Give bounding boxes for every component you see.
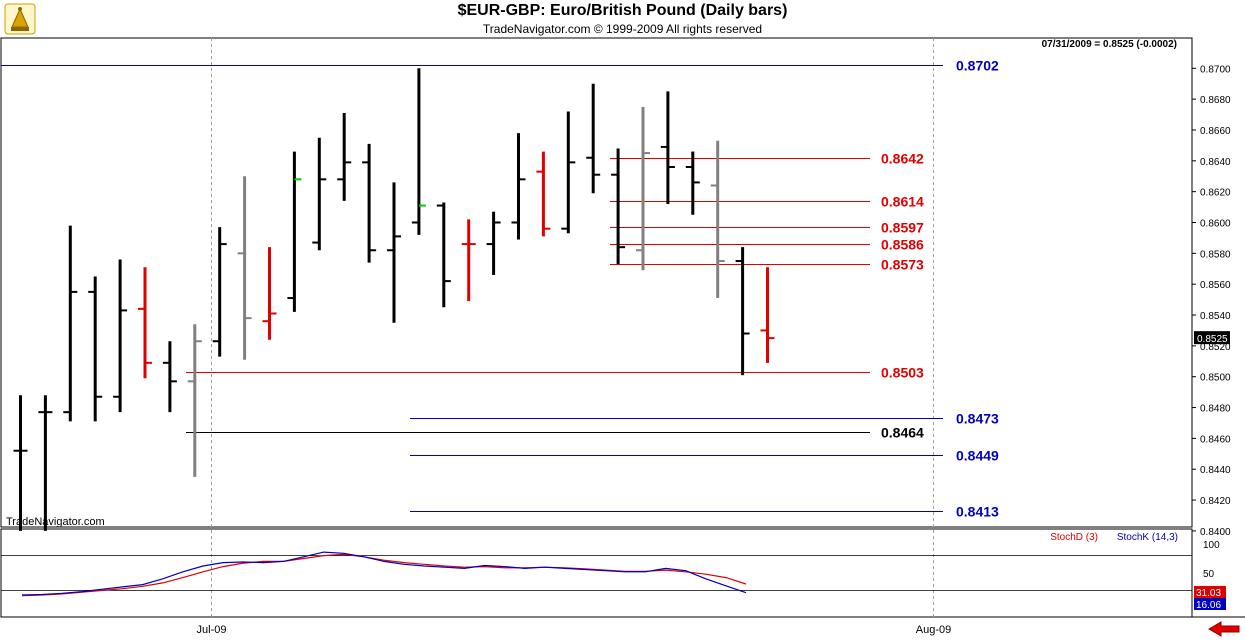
legend-stochd: StochD (3) xyxy=(1050,532,1098,543)
y-tick-label: 0.8540 xyxy=(1200,311,1231,322)
stoch-last-label: 31.03 xyxy=(1196,588,1221,599)
y-tick-label: 0.8580 xyxy=(1200,249,1231,260)
y-tick-label: 0.8700 xyxy=(1200,64,1231,75)
ohlc-bar xyxy=(660,91,675,204)
ohlc-bar xyxy=(586,83,601,194)
stoch-series-line xyxy=(21,553,747,597)
trade-navigator-logo-icon[interactable] xyxy=(4,3,36,35)
y-tick-label: 0.8660 xyxy=(1200,126,1231,137)
level-label: 0.8586 xyxy=(881,237,924,253)
ohlc-bar xyxy=(436,202,451,308)
ohlc-bar xyxy=(312,137,327,251)
ohlc-bar xyxy=(362,143,377,263)
ohlc-bar xyxy=(511,133,526,240)
level-label: 0.8464 xyxy=(881,425,924,441)
y-tick-label: 0.8640 xyxy=(1200,157,1231,168)
ohlc-bar xyxy=(212,227,227,357)
ohlc-bar xyxy=(38,395,53,531)
ohlc-bar xyxy=(138,267,152,379)
ohlc-bar xyxy=(411,68,426,235)
level-label: 0.8413 xyxy=(956,504,999,520)
level-label: 0.8473 xyxy=(956,411,999,427)
x-tick-label: Aug-09 xyxy=(916,624,951,636)
y-tick-label: 0.8600 xyxy=(1200,219,1231,230)
ohlc-bar xyxy=(88,276,103,422)
level-label: 0.8702 xyxy=(956,58,999,74)
level-label: 0.8614 xyxy=(881,194,924,210)
y-tick-label: 0.8560 xyxy=(1200,280,1231,291)
stoch-last-label: 16.06 xyxy=(1196,600,1221,611)
level-label: 0.8573 xyxy=(881,257,924,273)
ohlc-bar xyxy=(710,140,725,299)
ohlc-bar xyxy=(536,151,551,237)
ohlc-bar xyxy=(287,151,302,312)
ohlc-bar xyxy=(63,225,78,422)
chart-title: $EUR-GBP: Euro/British Pound (Daily bars… xyxy=(457,2,788,19)
stoch-last-box xyxy=(1194,598,1226,610)
ohlc-bar xyxy=(13,395,28,531)
stoch-series-line xyxy=(21,551,747,596)
stoch-last-box xyxy=(1194,586,1226,598)
ohlc-bar xyxy=(461,219,476,302)
y-tick-label: 0.8680 xyxy=(1200,95,1231,106)
y-tick-label: 0.8520 xyxy=(1200,342,1231,353)
ohlc-bar xyxy=(387,182,401,323)
ohlc-bar xyxy=(237,176,252,360)
stoch-tick-label: 50 xyxy=(1203,569,1215,580)
copyright-subtitle: TradeNavigator.com © 1999-2009 All right… xyxy=(482,22,763,36)
ohlc-bar xyxy=(113,259,128,413)
ohlc-bar xyxy=(486,211,501,275)
ohlc-bar xyxy=(187,324,202,477)
last-value-status: 07/31/2009 = 0.8525 (-0.0002) xyxy=(1042,39,1177,50)
ohlc-bar xyxy=(337,113,352,201)
ohlc-bar xyxy=(735,247,750,376)
stoch-tick-label: 100 xyxy=(1203,540,1220,551)
legend-stochk: StochK (14,3) xyxy=(1117,532,1178,543)
y-tick-label: 0.8460 xyxy=(1200,434,1231,445)
ohlc-bar xyxy=(685,151,700,215)
ohlc-bar xyxy=(262,247,277,340)
y-tick-label: 0.8440 xyxy=(1200,465,1231,476)
ohlc-bar xyxy=(611,148,626,265)
y-tick-label: 0.8500 xyxy=(1200,373,1231,384)
y-tick-label: 0.8480 xyxy=(1200,404,1231,415)
stoch-panel-frame xyxy=(0,528,1193,618)
level-label: 0.8503 xyxy=(881,365,924,381)
level-label: 0.8597 xyxy=(881,220,924,236)
level-label: 0.8449 xyxy=(956,448,999,464)
ohlc-bar xyxy=(561,111,576,234)
y-tick-label: 0.8420 xyxy=(1200,496,1231,507)
x-tick-label: Jul-09 xyxy=(197,624,227,636)
ohlc-bar xyxy=(760,267,775,363)
level-label: 0.8642 xyxy=(881,151,924,167)
last-price-label: 0.8525 xyxy=(1197,334,1228,345)
ohlc-bar xyxy=(162,341,177,413)
price-panel-frame xyxy=(0,37,1193,528)
y-tick-label: 0.8400 xyxy=(1200,527,1231,538)
y-tick-label: 0.8620 xyxy=(1200,188,1231,199)
back-arrow-icon[interactable] xyxy=(1207,620,1241,638)
ohlc-bar xyxy=(636,106,650,271)
watermark-text: TradeNavigator.com xyxy=(6,516,105,528)
last-price-box xyxy=(1194,331,1230,345)
